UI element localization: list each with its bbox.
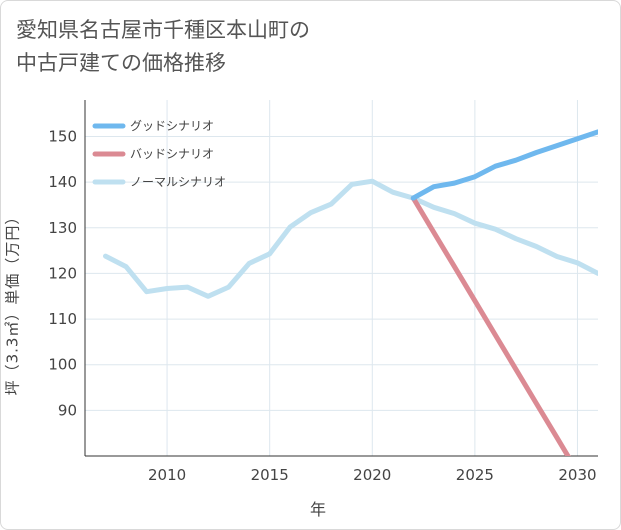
chart-title: 愛知県名古屋市千種区本山町の 中古戸建ての価格推移 [16, 18, 310, 75]
y-tick-label: 150 [48, 128, 77, 146]
x-tick-label: 2030 [558, 466, 596, 484]
x-tick-label: 2010 [148, 466, 186, 484]
legend-label: ノーマルシナリオ [130, 175, 226, 189]
x-tick-label: 2015 [251, 466, 289, 484]
x-tick-label: 2025 [456, 466, 494, 484]
series-line [410, 129, 598, 201]
x-tick-label: 2020 [353, 466, 391, 484]
y-tick-label: 120 [48, 264, 77, 282]
series-line [103, 178, 598, 299]
y-tick-label: 140 [48, 173, 77, 191]
legend-label: グッドシナリオ [130, 119, 214, 133]
x-axis-label: 年 [310, 500, 327, 519]
y-tick-label: 110 [48, 310, 77, 328]
series-lines [103, 129, 598, 456]
y-tick-label: 90 [58, 401, 77, 419]
legend-label: バッドシナリオ [130, 147, 214, 161]
y-tick-label: 100 [48, 356, 77, 374]
grid [84, 100, 598, 457]
tick-labels: 2010 2015 2020 2025 2030 90 100 110 120 130 140 150 [48, 128, 596, 484]
series-line [410, 195, 571, 456]
y-tick-label: 130 [48, 219, 77, 237]
